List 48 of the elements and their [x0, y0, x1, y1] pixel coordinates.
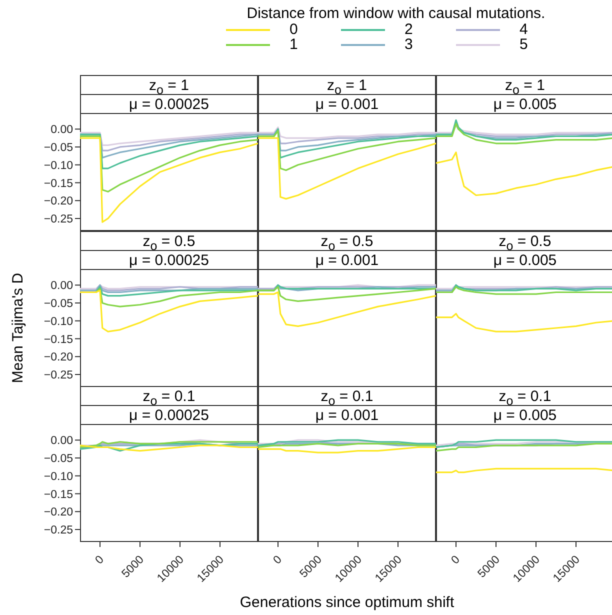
y-tick-label: −0.10: [44, 470, 73, 483]
legend-label: 4: [520, 21, 528, 38]
legend-label: 0: [290, 21, 298, 38]
x-tick-label: 0: [271, 554, 284, 567]
chart-title: z$_{o}$ = 0.1: [436, 386, 612, 408]
chart-subtitle: μ = 0.005: [436, 94, 612, 113]
y-tick-label: −0.15: [44, 333, 73, 346]
chart-subtitle: μ = 0.001: [258, 94, 436, 113]
x-tick-label: 0: [449, 554, 462, 567]
y-tick-label: −0.15: [44, 178, 73, 190]
x-tick-label: 0: [93, 554, 106, 567]
chart-subtitle: μ = 0.005: [436, 250, 612, 268]
y-tick-label: −0.10: [44, 160, 73, 172]
chart-title: z$_{o}$ = 1: [80, 75, 258, 97]
legend-label: 2: [404, 21, 413, 38]
chart-title: z$_{o}$ = 0.5: [436, 230, 612, 252]
chart-subtitle: μ = 0.00025: [80, 94, 258, 113]
legend-label: 3: [404, 36, 413, 53]
chart-subtitle: μ = 0.00025: [80, 250, 258, 268]
chart-subtitle: μ = 0.001: [258, 250, 436, 268]
y-tick-label: −0.05: [44, 453, 73, 466]
y-tick-label: −0.25: [44, 524, 73, 537]
y-tick-label: −0.05: [44, 298, 73, 310]
chart-title: z$_{o}$ = 0.5: [80, 230, 258, 252]
y-tick-label: −0.25: [44, 214, 73, 226]
chart-subtitle: μ = 0.001: [258, 405, 436, 424]
y-tick-label: 0.00: [50, 280, 73, 292]
y-axis-title: Mean Tajima's D: [10, 272, 26, 383]
y-tick-label: −0.15: [44, 488, 73, 501]
legend-label: 1: [290, 36, 298, 53]
legend-title: Distance from window with causal mutations.: [246, 5, 546, 22]
chart-subtitle: μ = 0.00025: [80, 405, 258, 424]
y-tick-label: 0.00: [50, 435, 73, 448]
chart-title: z$_{o}$ = 0.1: [80, 386, 258, 408]
chart-subtitle: μ = 0.005: [436, 405, 612, 424]
chart-title: z$_{o}$ = 1: [258, 75, 436, 97]
y-tick-label: −0.20: [44, 351, 73, 364]
legend-label: 5: [520, 36, 528, 53]
y-tick-label: −0.05: [44, 142, 73, 154]
chart-title: z$_{o}$ = 1: [436, 75, 612, 97]
y-tick-label: −0.20: [44, 196, 73, 208]
y-tick-label: −0.20: [44, 506, 73, 519]
x-axis-title: Generations since optimum shift: [240, 594, 454, 611]
y-tick-label: 0.00: [50, 124, 73, 136]
y-tick-label: −0.25: [44, 369, 73, 382]
chart-title: z$_{o}$ = 0.5: [258, 230, 436, 252]
chart-title: z$_{o}$ = 0.1: [258, 386, 436, 408]
y-tick-label: −0.10: [44, 315, 73, 328]
